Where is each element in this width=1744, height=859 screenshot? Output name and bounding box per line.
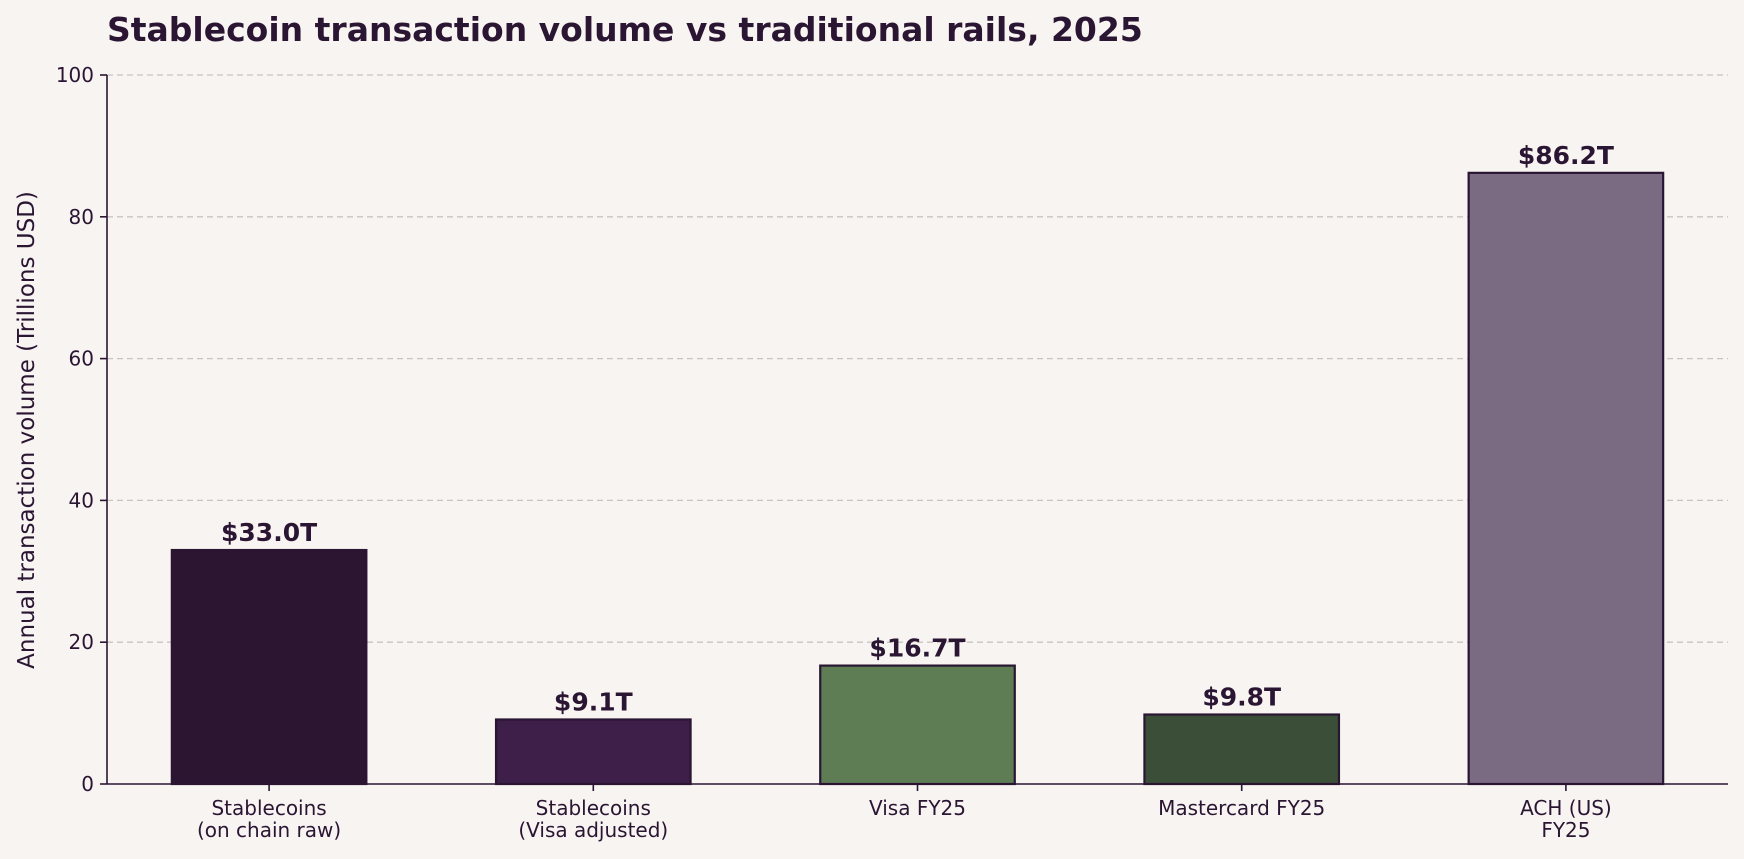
y-tick-label: 80 xyxy=(69,205,94,229)
x-tick-label-line: Mastercard FY25 xyxy=(1158,796,1325,820)
x-tick-label: Visa FY25 xyxy=(869,796,966,820)
x-tick-label-line: Visa FY25 xyxy=(869,796,966,820)
y-tick-label: 60 xyxy=(69,347,94,371)
bar xyxy=(170,548,368,786)
bar-value-label: $9.1T xyxy=(554,687,633,716)
y-axis-label: Annual transaction volume (Trillions USD… xyxy=(14,191,40,669)
x-tick-label-line: Stablecoins xyxy=(211,796,326,820)
y-tick-label: 40 xyxy=(69,488,94,512)
bars xyxy=(170,171,1665,786)
axes xyxy=(100,74,1728,791)
x-tick-label-line: (Visa adjusted) xyxy=(518,818,668,842)
x-tick-label: Mastercard FY25 xyxy=(1158,796,1325,820)
bar-value-label: $33.0T xyxy=(221,518,317,547)
x-tick-label-line: Stablecoins xyxy=(536,796,651,820)
x-tick-label-line: ACH (US) xyxy=(1520,796,1612,820)
grid-lines xyxy=(107,74,1728,643)
bar xyxy=(1467,171,1665,786)
y-tick-label: 20 xyxy=(69,630,94,654)
bar-value-label: $9.8T xyxy=(1202,683,1281,712)
x-tick-label: Stablecoins (Visa adjusted) xyxy=(518,796,668,842)
bar xyxy=(819,664,1016,786)
chart-title: Stablecoin transaction volume vs traditi… xyxy=(107,10,1143,49)
bar xyxy=(1143,713,1341,786)
bar xyxy=(494,718,692,786)
x-tick-label: Stablecoins (on chain raw) xyxy=(197,796,341,842)
x-tick-label: ACH (US) FY25 xyxy=(1520,796,1612,842)
bar-value-label: $16.7T xyxy=(869,634,965,663)
bar-value-label: $86.2T xyxy=(1518,141,1614,170)
y-tick-label: 0 xyxy=(81,772,94,796)
x-tick-label-line: FY25 xyxy=(1541,818,1590,842)
y-tick-label: 100 xyxy=(56,63,94,87)
x-tick-label-line: (on chain raw) xyxy=(197,818,341,842)
